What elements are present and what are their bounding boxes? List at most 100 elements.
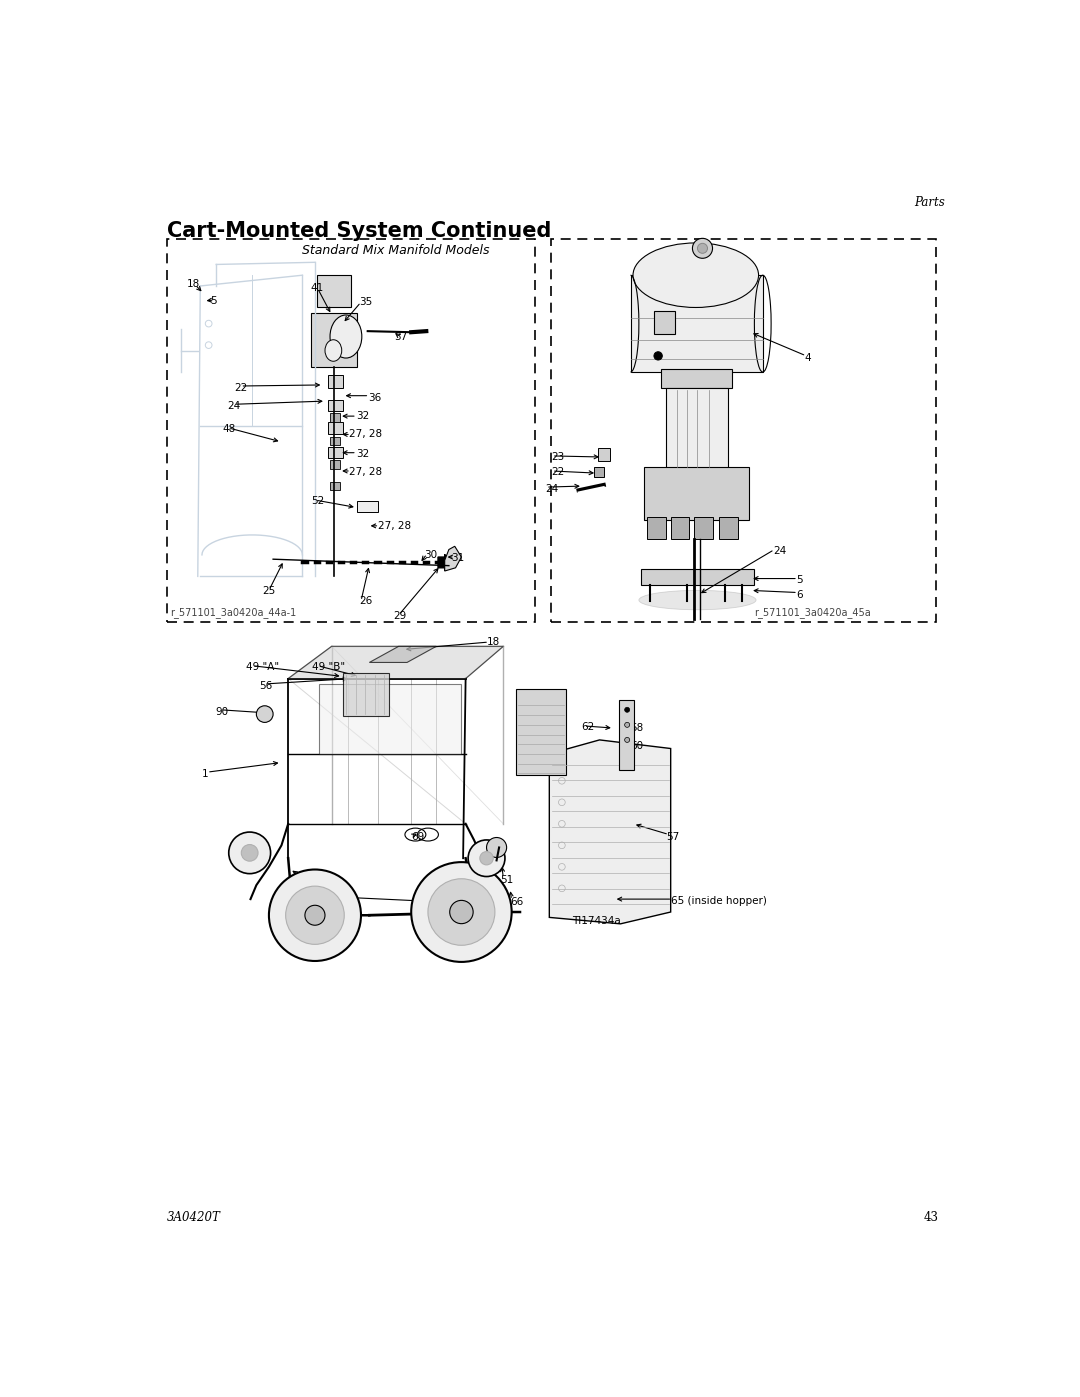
Text: 41: 41: [311, 284, 324, 293]
Circle shape: [256, 705, 273, 722]
Bar: [661, 369, 732, 388]
Text: 24: 24: [545, 485, 558, 495]
Circle shape: [449, 901, 473, 923]
Bar: [516, 689, 566, 775]
Text: r_571101_3a0420a_44a-1: r_571101_3a0420a_44a-1: [171, 608, 296, 619]
Bar: [320, 685, 461, 754]
Text: 27, 28: 27, 28: [349, 429, 382, 440]
Text: Standard Mix Manifold Models: Standard Mix Manifold Models: [302, 244, 490, 257]
Text: 56: 56: [259, 682, 272, 692]
Circle shape: [698, 243, 707, 253]
Bar: [330, 482, 340, 490]
Text: 48: 48: [222, 425, 237, 434]
Text: 43: 43: [923, 1211, 939, 1224]
Bar: [318, 275, 351, 307]
Ellipse shape: [639, 591, 756, 609]
Circle shape: [486, 837, 507, 858]
Circle shape: [480, 852, 494, 865]
Bar: [327, 422, 342, 434]
Bar: [342, 673, 389, 717]
Text: 1: 1: [202, 770, 208, 780]
Text: 25: 25: [262, 587, 275, 597]
Polygon shape: [369, 647, 436, 662]
Text: 6: 6: [796, 590, 802, 599]
Text: 24: 24: [227, 401, 241, 412]
Circle shape: [654, 352, 662, 360]
Text: TI17434a: TI17434a: [568, 908, 615, 918]
Circle shape: [411, 862, 512, 963]
Bar: [619, 700, 634, 770]
Text: 32: 32: [356, 411, 369, 420]
Bar: [671, 517, 689, 539]
Bar: [311, 313, 356, 366]
Text: 32: 32: [356, 448, 369, 458]
Text: 22: 22: [551, 467, 564, 476]
Text: 55: 55: [537, 722, 550, 732]
Text: 26: 26: [360, 597, 373, 606]
Bar: [642, 569, 755, 585]
Text: 51: 51: [500, 875, 513, 884]
Text: 58: 58: [631, 724, 644, 733]
Text: 90: 90: [215, 707, 229, 717]
Bar: [594, 467, 604, 478]
Text: 61: 61: [486, 851, 500, 861]
Text: 49 "A": 49 "A": [246, 662, 280, 672]
Text: 89: 89: [299, 875, 312, 884]
Text: 35: 35: [360, 298, 373, 307]
Bar: [719, 517, 738, 539]
Text: r_571101_3a0420a_45a: r_571101_3a0420a_45a: [755, 608, 872, 619]
Circle shape: [285, 886, 345, 944]
Text: 22: 22: [234, 383, 247, 393]
Bar: [666, 388, 728, 469]
Text: 60: 60: [631, 742, 644, 752]
Text: 59: 59: [622, 704, 635, 714]
Circle shape: [624, 738, 630, 742]
Circle shape: [692, 239, 713, 258]
Text: 3A0420T: 3A0420T: [166, 1211, 220, 1224]
Circle shape: [624, 707, 630, 712]
Ellipse shape: [330, 314, 362, 358]
Circle shape: [428, 879, 495, 946]
Bar: [330, 437, 340, 446]
Bar: [654, 310, 675, 334]
Text: 23: 23: [551, 453, 564, 462]
Text: TI17434a: TI17434a: [572, 915, 621, 926]
Text: 27, 28: 27, 28: [378, 521, 410, 531]
Text: 29: 29: [393, 612, 406, 622]
FancyArrow shape: [438, 555, 449, 570]
Text: Parts: Parts: [915, 196, 945, 208]
Ellipse shape: [325, 339, 341, 362]
Bar: [327, 376, 342, 388]
Bar: [598, 448, 610, 461]
Circle shape: [229, 833, 271, 873]
Text: 18: 18: [486, 637, 500, 647]
Text: 36: 36: [367, 393, 381, 402]
Text: 18: 18: [187, 279, 200, 289]
Text: 30: 30: [423, 550, 437, 560]
Text: Cart-Mounted System Continued: Cart-Mounted System Continued: [166, 222, 551, 242]
Bar: [647, 517, 665, 539]
Text: 24: 24: [773, 546, 786, 556]
Circle shape: [241, 845, 258, 861]
Text: 31: 31: [451, 553, 464, 563]
Ellipse shape: [633, 243, 758, 307]
Text: 57: 57: [666, 831, 679, 842]
Bar: [327, 447, 342, 458]
Text: 27, 28: 27, 28: [349, 467, 382, 476]
Text: 37: 37: [394, 331, 408, 341]
Text: 62: 62: [581, 722, 594, 732]
Bar: [631, 275, 762, 372]
Polygon shape: [445, 546, 461, 571]
Text: 65 (inside hopper): 65 (inside hopper): [671, 897, 767, 907]
Bar: [644, 467, 748, 521]
Bar: [166, 239, 535, 622]
Circle shape: [468, 840, 505, 876]
Bar: [330, 414, 340, 422]
Bar: [327, 400, 342, 411]
Text: 70: 70: [311, 894, 324, 904]
Text: 5: 5: [796, 574, 802, 584]
Text: 66: 66: [510, 897, 523, 907]
Text: 52: 52: [311, 496, 324, 506]
Text: 5: 5: [211, 296, 217, 306]
Bar: [694, 517, 713, 539]
